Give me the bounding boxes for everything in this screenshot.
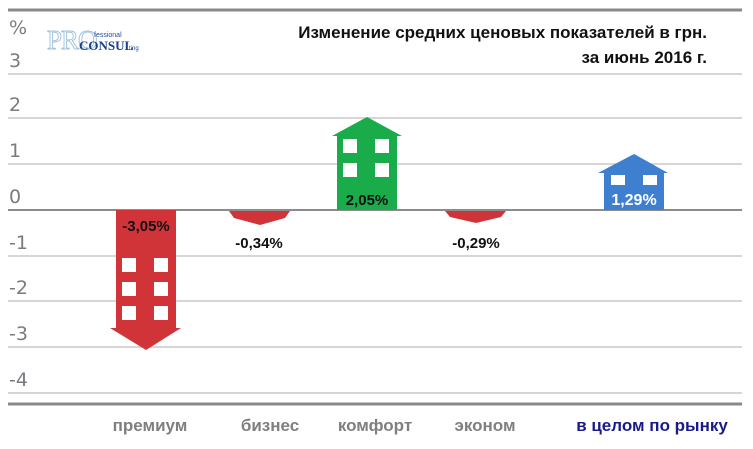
windows — [611, 175, 657, 185]
value-label-premium: -3,05% — [122, 218, 170, 235]
logo-pro: PRO — [47, 25, 97, 55]
down-arrow-icon — [445, 211, 506, 223]
value-label-comfort: 2,05% — [346, 192, 389, 209]
logo-ting: ting — [129, 46, 139, 52]
x-axis-labels: премиум бизнес комфорт эконом в целом по… — [113, 416, 729, 435]
y-unit-label: % — [9, 17, 27, 39]
bar-total-market: 1,29% — [598, 154, 668, 210]
y-tick-minus-1: -1 — [9, 232, 28, 254]
y-tick-3: 3 — [9, 50, 21, 72]
category-premium: премиум — [113, 416, 188, 435]
y-tick-2: 2 — [9, 94, 21, 116]
bar-business: -0,34% — [229, 211, 290, 252]
value-label-total: 1,29% — [611, 192, 656, 209]
y-axis: % 3 2 1 0 -1 -2 -3 -4 — [9, 17, 28, 391]
y-tick-0: 0 — [9, 186, 21, 208]
category-total-market: в целом по рынку — [576, 416, 728, 435]
chart-title-line1: Изменение средних ценовых показателей в … — [298, 23, 707, 42]
value-label-econom: -0,29% — [452, 235, 500, 252]
category-business: бизнес — [241, 416, 299, 435]
logo-consul: CONSUL — [79, 38, 134, 53]
house-up-icon — [598, 154, 668, 210]
windows — [343, 139, 389, 177]
logo-fessional: fessional — [94, 32, 122, 39]
chart-title-line2: за июнь 2016 г. — [582, 48, 707, 67]
proconsulting-logo: PRO fessional CONSUL ting — [47, 25, 139, 56]
down-arrow-icon — [229, 211, 290, 225]
value-label-business: -0,34% — [235, 235, 283, 252]
y-tick-minus-2: -2 — [9, 277, 28, 299]
y-tick-minus-4: -4 — [9, 369, 28, 391]
bar-econom: -0,29% — [445, 211, 506, 252]
bar-comfort: 2,05% — [332, 117, 402, 210]
category-comfort: комфорт — [338, 416, 412, 435]
windows — [122, 258, 168, 320]
y-tick-minus-3: -3 — [9, 323, 28, 345]
category-econom: эконом — [454, 416, 515, 435]
y-tick-1: 1 — [9, 140, 21, 162]
bar-premium: -3,05% — [110, 210, 181, 350]
